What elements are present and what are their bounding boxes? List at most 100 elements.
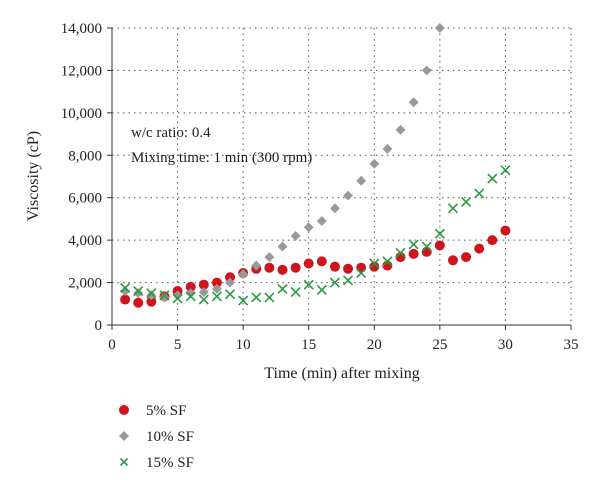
data-point (290, 262, 301, 273)
axes (111, 28, 571, 326)
legend-label: 10% SF (146, 429, 194, 445)
y-tick-label: 12,000 (61, 63, 102, 79)
data-point (303, 222, 314, 233)
data-point (211, 277, 222, 288)
data-point (500, 165, 511, 176)
data-point (238, 269, 249, 280)
data-point (264, 252, 275, 263)
x-tick-label: 20 (367, 337, 382, 353)
y-tick-label: 14,000 (61, 21, 102, 37)
data-point (185, 291, 196, 302)
x-tick-label: 35 (564, 337, 579, 353)
data-point (303, 258, 314, 269)
data-point (500, 225, 511, 236)
y-tick-label: 4,000 (68, 233, 102, 249)
data-point (120, 294, 131, 305)
data-point (408, 97, 419, 108)
data-point (172, 293, 183, 304)
legend-label: 15% SF (146, 455, 194, 471)
legend: 5% SF 10% SF 15% SF (119, 403, 194, 471)
x-axis-title: Time (min) after mixing (264, 365, 419, 382)
data-point (487, 235, 498, 246)
data-point (421, 241, 432, 252)
data-point (382, 256, 393, 267)
data-point (251, 292, 262, 303)
data-point (487, 173, 498, 184)
grid (112, 27, 572, 325)
y-ticks: 0 2,000 4,000 6,000 8,000 10,000 12,000 14,000 (61, 21, 112, 334)
x-tick-label: 25 (432, 337, 447, 353)
data-point (395, 124, 406, 135)
series-15-sf (120, 165, 511, 306)
x-tick-label: 30 (498, 337, 513, 353)
data-point (408, 239, 419, 250)
data-point (356, 267, 367, 279)
data-point (421, 246, 432, 257)
x-tick-label: 0 (108, 337, 116, 353)
y-tick-label: 0 (95, 318, 103, 334)
x-tick-label: 15 (301, 337, 316, 353)
data-point (474, 188, 485, 199)
data-point (434, 240, 445, 251)
annotation-mixing-time: Mixing time: 1 min (300 rpm) (131, 150, 312, 166)
data-point (369, 261, 380, 272)
data-point (356, 175, 367, 186)
legend-item-5sf: 5% SF (119, 403, 186, 419)
data-point (434, 228, 445, 239)
data-point (159, 290, 170, 301)
legend-marker-diamond (119, 431, 129, 441)
data-point (185, 281, 196, 292)
data-point (408, 248, 419, 259)
data-point (251, 260, 262, 271)
annotation-wc-ratio: w/c ratio: 0.4 (131, 125, 211, 141)
data-point (343, 263, 354, 274)
data-point (369, 258, 380, 269)
data-point (290, 230, 301, 241)
data-point (474, 243, 485, 254)
data-point (421, 65, 432, 76)
data-point (329, 261, 340, 272)
data-point (316, 256, 327, 267)
data-point (434, 23, 445, 33)
data-series (120, 23, 511, 308)
data-point (146, 296, 157, 307)
data-point (382, 143, 393, 154)
data-point (211, 291, 222, 302)
data-point (224, 289, 236, 300)
data-point (225, 272, 236, 283)
data-point (264, 262, 275, 273)
data-point (277, 241, 288, 252)
data-point (369, 158, 380, 169)
legend-item-10sf: 10% SF (119, 429, 194, 445)
data-point (277, 264, 288, 275)
data-point (303, 279, 314, 290)
data-point (342, 275, 354, 286)
legend-marker-cross (119, 457, 129, 467)
x-ticks: 0 5 10 15 20 25 30 35 (108, 325, 579, 353)
data-point (120, 282, 131, 293)
data-point (198, 287, 209, 298)
data-point (316, 284, 327, 296)
data-point (159, 292, 170, 303)
data-point (277, 283, 288, 295)
series-5-sf (120, 225, 511, 308)
data-point (198, 279, 209, 290)
data-point (211, 283, 222, 294)
data-point (290, 287, 301, 298)
data-point (447, 255, 458, 266)
legend-label: 5% SF (146, 403, 186, 419)
y-tick-label: 10,000 (61, 106, 102, 122)
data-point (329, 203, 340, 214)
data-point (461, 196, 472, 208)
data-point (316, 216, 327, 226)
data-point (461, 252, 472, 263)
data-point (343, 190, 354, 201)
data-point (329, 277, 341, 288)
data-point (133, 288, 144, 299)
data-point (198, 294, 209, 305)
legend-item-15sf: 15% SF (119, 455, 194, 471)
data-point (225, 277, 235, 288)
data-point (133, 297, 144, 308)
x-tick-label: 10 (236, 337, 251, 353)
